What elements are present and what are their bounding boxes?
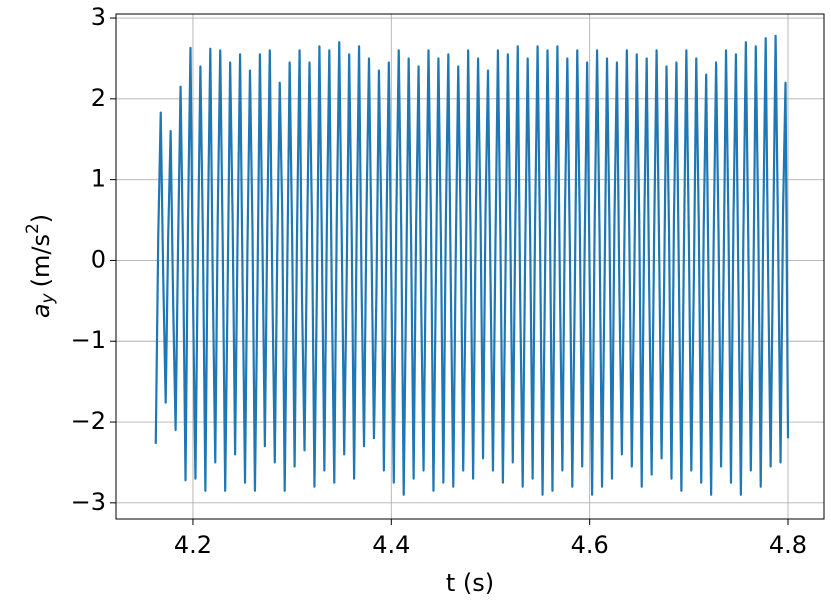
- y-tick-label: 1: [91, 165, 106, 193]
- y-axis-label: ay (m/s2): [23, 214, 58, 318]
- x-axis-label: t (s): [446, 569, 494, 597]
- x-tick-label: 4.2: [174, 531, 212, 559]
- y-label-symbol: a: [27, 303, 55, 318]
- plot-frame: [115, 13, 825, 520]
- y-tick-label: −1: [71, 326, 106, 354]
- x-tick-label: 4.6: [571, 531, 609, 559]
- y-label-power: 2: [23, 223, 43, 234]
- y-tick-label: −3: [71, 488, 106, 516]
- lines: [154, 34, 790, 496]
- y-tick-label: 3: [91, 3, 106, 31]
- y-tick-label: −2: [71, 407, 106, 435]
- x-tick-label: 4.8: [769, 531, 807, 559]
- data-line: [154, 34, 790, 496]
- y-tick-label: 0: [91, 245, 106, 273]
- y-label-subscript: y: [38, 292, 58, 304]
- y-label-unit: (m/s: [27, 234, 55, 287]
- y-tick-label: 2: [91, 84, 106, 112]
- y-label-close: ): [27, 214, 55, 223]
- x-tick-label: 4.4: [372, 531, 410, 559]
